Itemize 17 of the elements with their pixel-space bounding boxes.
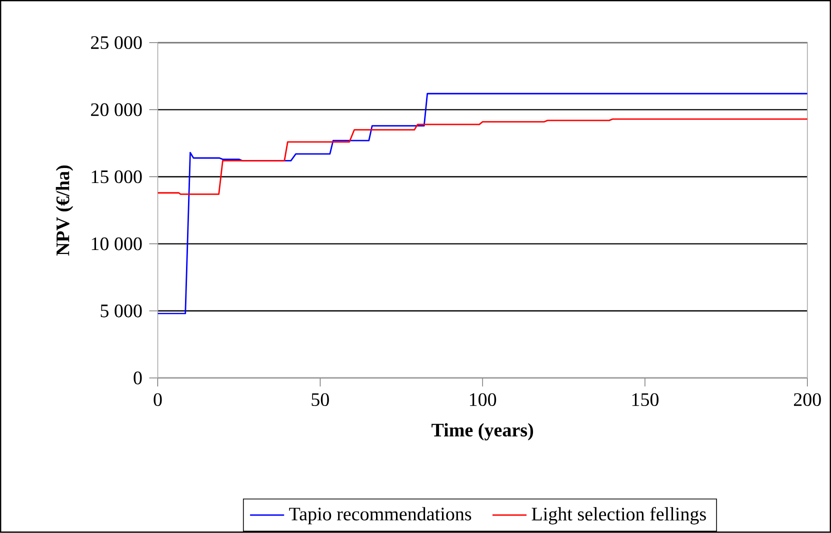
x-tick-label: 0 (154, 393, 162, 406)
y-axis-title: NPV (€/ha) (56, 166, 74, 256)
line-series (158, 118, 808, 196)
y-tick-label: 25 000 (91, 36, 142, 50)
line-series (158, 93, 808, 314)
x-tick-label: 100 (470, 393, 496, 406)
x-tick-label: 150 (632, 393, 659, 406)
legend-label: Light selection fellings (532, 507, 706, 525)
x-tick-label: 200 (794, 393, 821, 406)
y-tick-label: 0 (134, 372, 142, 385)
y-tick-label: 5 000 (100, 304, 142, 318)
x-tick-label: 50 (312, 393, 329, 406)
x-axis-title: Time (years) (432, 423, 534, 441)
y-tick-label: 10 000 (92, 238, 142, 250)
legend-label: Tapio recommendations (289, 507, 472, 524)
y-tick-label: 15 000 (92, 170, 142, 184)
y-tick-label: 20 000 (91, 103, 142, 116)
